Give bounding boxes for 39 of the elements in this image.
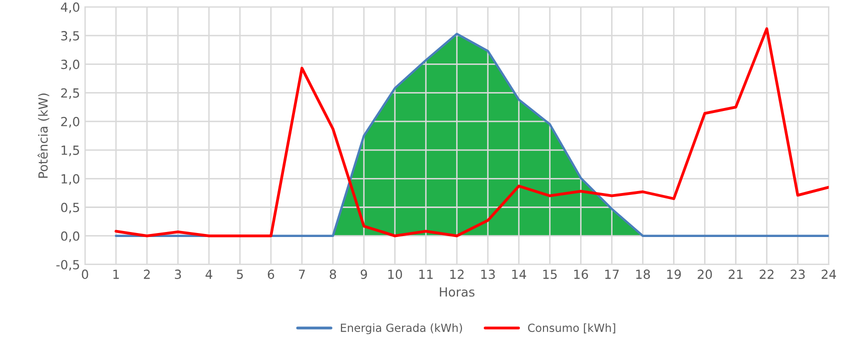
x-tick-label: 10: [388, 270, 402, 280]
legend-label: Consumo [kWh]: [528, 323, 616, 334]
x-tick-label: 19: [667, 270, 681, 280]
x-tick-label: 7: [298, 270, 305, 279]
x-tick-label: 15: [543, 270, 557, 280]
y-tick-label: 3,5: [61, 31, 80, 42]
y-tick-label: 0,0: [61, 231, 80, 242]
x-tick-label: 3: [174, 270, 181, 280]
x-tick-label: 2: [144, 270, 150, 279]
y-tick-label: 2,0: [61, 116, 80, 128]
x-tick-label: 24: [822, 270, 836, 279]
x-tick-label: 0: [82, 270, 88, 280]
y-tick-label: 0,5: [61, 202, 80, 214]
x-tick-label: 6: [268, 270, 274, 280]
x-tick-label: 17: [605, 270, 619, 279]
x-tick-label: 8: [330, 270, 336, 280]
y-tick-label: 1,0: [62, 174, 80, 185]
x-tick-label: 23: [790, 270, 805, 280]
x-tick-label: 22: [760, 270, 774, 279]
y-axis-title: Potência (kW): [38, 94, 50, 178]
x-tick-label: 5: [236, 270, 243, 280]
x-tick-label: 11: [419, 270, 433, 279]
y-tick-label: 1,5: [62, 146, 80, 156]
legend-label: Energia Gerada (kWh): [340, 323, 462, 334]
x-tick-label: 13: [481, 270, 495, 280]
x-axis-title: Horas: [440, 287, 474, 297]
x-tick-label: 1: [113, 270, 119, 279]
y-tick-label: 4,0: [60, 2, 80, 14]
y-tick-label: 2,5: [61, 88, 80, 99]
x-tick-label: 14: [512, 270, 526, 279]
x-tick-label: 18: [636, 270, 650, 280]
y-tick-label: 3,0: [61, 60, 80, 70]
x-tick-label: 21: [728, 270, 743, 279]
x-tick-label: 4: [206, 270, 212, 279]
x-tick-label: 9: [360, 270, 368, 280]
x-tick-label: 12: [450, 270, 464, 279]
y-tick-label: -0,5: [56, 260, 80, 271]
x-tick-label: 16: [574, 270, 588, 280]
x-tick-label: 20: [698, 270, 712, 280]
